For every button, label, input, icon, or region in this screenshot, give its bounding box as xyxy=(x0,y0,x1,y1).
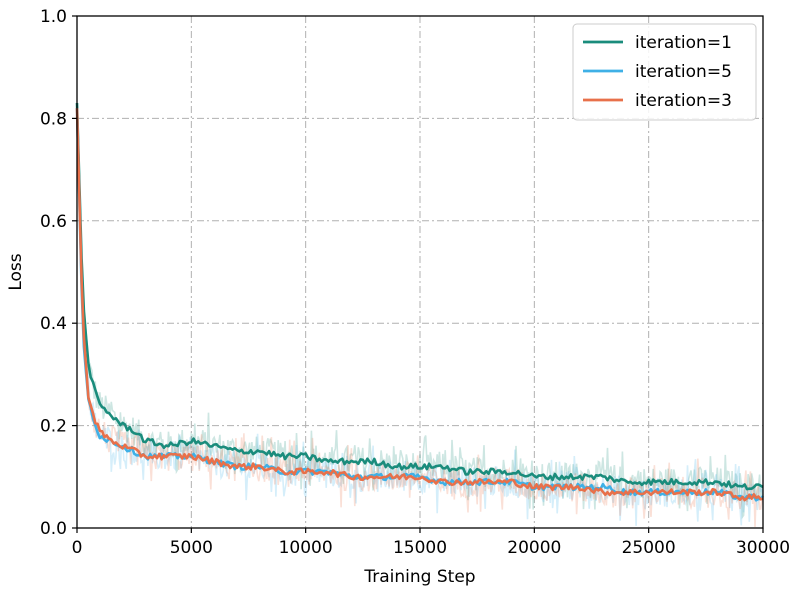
series-line xyxy=(75,108,764,502)
y-tick-label: 1.0 xyxy=(40,7,67,27)
y-axis-title: Loss xyxy=(6,253,26,290)
series-raw-trace xyxy=(76,108,764,526)
series-line xyxy=(75,102,764,491)
y-tick-label: 0.8 xyxy=(40,109,67,129)
x-tick-label: 30000 xyxy=(736,538,790,558)
y-tick-label: 0.4 xyxy=(40,314,67,334)
legend-box xyxy=(572,23,757,121)
x-tick-label: 20000 xyxy=(507,538,561,558)
x-tick-label: 0 xyxy=(72,538,83,558)
legend: iteration=1 iteration=5 iteration=3 xyxy=(572,23,757,121)
x-tick-label: 10000 xyxy=(279,538,333,558)
legend-label: iteration=1 xyxy=(635,33,732,53)
series-lines xyxy=(75,102,765,502)
x-tick-label: 25000 xyxy=(622,538,676,558)
x-tick-label: 15000 xyxy=(393,538,447,558)
x-axis-title: Training Step xyxy=(363,567,475,587)
x-tick-label: 5000 xyxy=(170,538,213,558)
legend-label: iteration=3 xyxy=(635,91,732,111)
y-tick-label: 0.2 xyxy=(40,417,67,437)
axes: 0 5000 10000 15000 20000 25000 30000 0.0 0.2 0.4 0… xyxy=(40,7,790,558)
y-tick-label: 0.6 xyxy=(40,212,67,232)
legend-label: iteration=5 xyxy=(635,62,732,82)
y-tick-label: 0.0 xyxy=(40,519,67,539)
